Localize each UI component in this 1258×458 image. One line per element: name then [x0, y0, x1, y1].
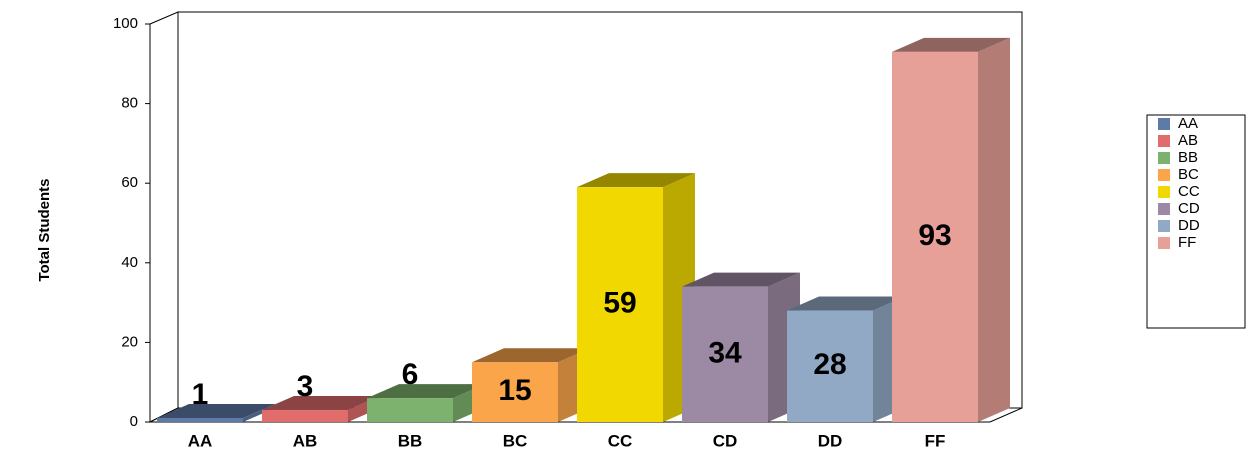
y-tick-label: 80: [121, 95, 138, 112]
bar-side: [978, 37, 1010, 423]
legend-label: FF: [1178, 234, 1196, 251]
bar: [787, 310, 873, 422]
bar: [157, 418, 243, 422]
x-tick-label: FF: [925, 431, 946, 450]
bar: [892, 51, 978, 423]
legend-swatch: [1158, 152, 1170, 164]
legend-label: BC: [1178, 166, 1199, 183]
x-tick-label: AB: [293, 431, 318, 450]
x-tick-label: AA: [188, 431, 213, 450]
legend-label: DD: [1178, 217, 1200, 234]
bar-top: [682, 272, 800, 287]
value-label: 28: [813, 348, 846, 381]
x-tick-label: BB: [398, 431, 423, 450]
value-label: 6: [402, 358, 419, 391]
x-tick-label: CD: [713, 431, 738, 450]
y-axis-label: Total Students: [36, 178, 53, 281]
x-tick-label: DD: [818, 431, 843, 450]
bar: [262, 410, 348, 422]
y-tick-label: 100: [113, 15, 138, 32]
y-tick-label: 20: [121, 333, 138, 350]
legend-label: CC: [1178, 183, 1200, 200]
value-label: 34: [708, 336, 742, 369]
legend-swatch: [1158, 135, 1170, 147]
legend-label: AB: [1178, 132, 1198, 149]
y-tick-label: 60: [121, 174, 138, 191]
legend-label: AA: [1178, 115, 1198, 132]
bar: [682, 286, 768, 422]
value-label: 15: [498, 374, 531, 407]
bar: [577, 187, 663, 422]
legend-swatch: [1158, 220, 1170, 232]
legend-swatch: [1158, 186, 1170, 198]
legend-swatch: [1158, 118, 1170, 130]
value-label: 59: [603, 287, 636, 320]
value-label: 1: [192, 378, 209, 411]
x-tick-label: CC: [608, 431, 633, 450]
bar-top: [157, 404, 275, 419]
bar-top: [472, 348, 590, 363]
y-tick-label: 40: [121, 254, 138, 271]
bar: [472, 362, 558, 422]
bar-top: [262, 396, 380, 411]
bar-top: [367, 384, 485, 399]
legend-swatch: [1158, 203, 1170, 215]
y-tick-label: 0: [130, 413, 138, 430]
legend-label: BB: [1178, 149, 1198, 166]
value-label: 3: [297, 370, 314, 403]
x-tick-label: BC: [503, 431, 528, 450]
side-wall: [149, 11, 179, 423]
bar-top: [892, 37, 1010, 52]
bar: [367, 398, 453, 422]
bar-top: [787, 296, 905, 311]
value-label: 93: [918, 219, 951, 252]
bar-top: [577, 173, 695, 188]
legend-label: CD: [1178, 200, 1200, 217]
legend-swatch: [1158, 169, 1170, 181]
legend-swatch: [1158, 237, 1170, 249]
